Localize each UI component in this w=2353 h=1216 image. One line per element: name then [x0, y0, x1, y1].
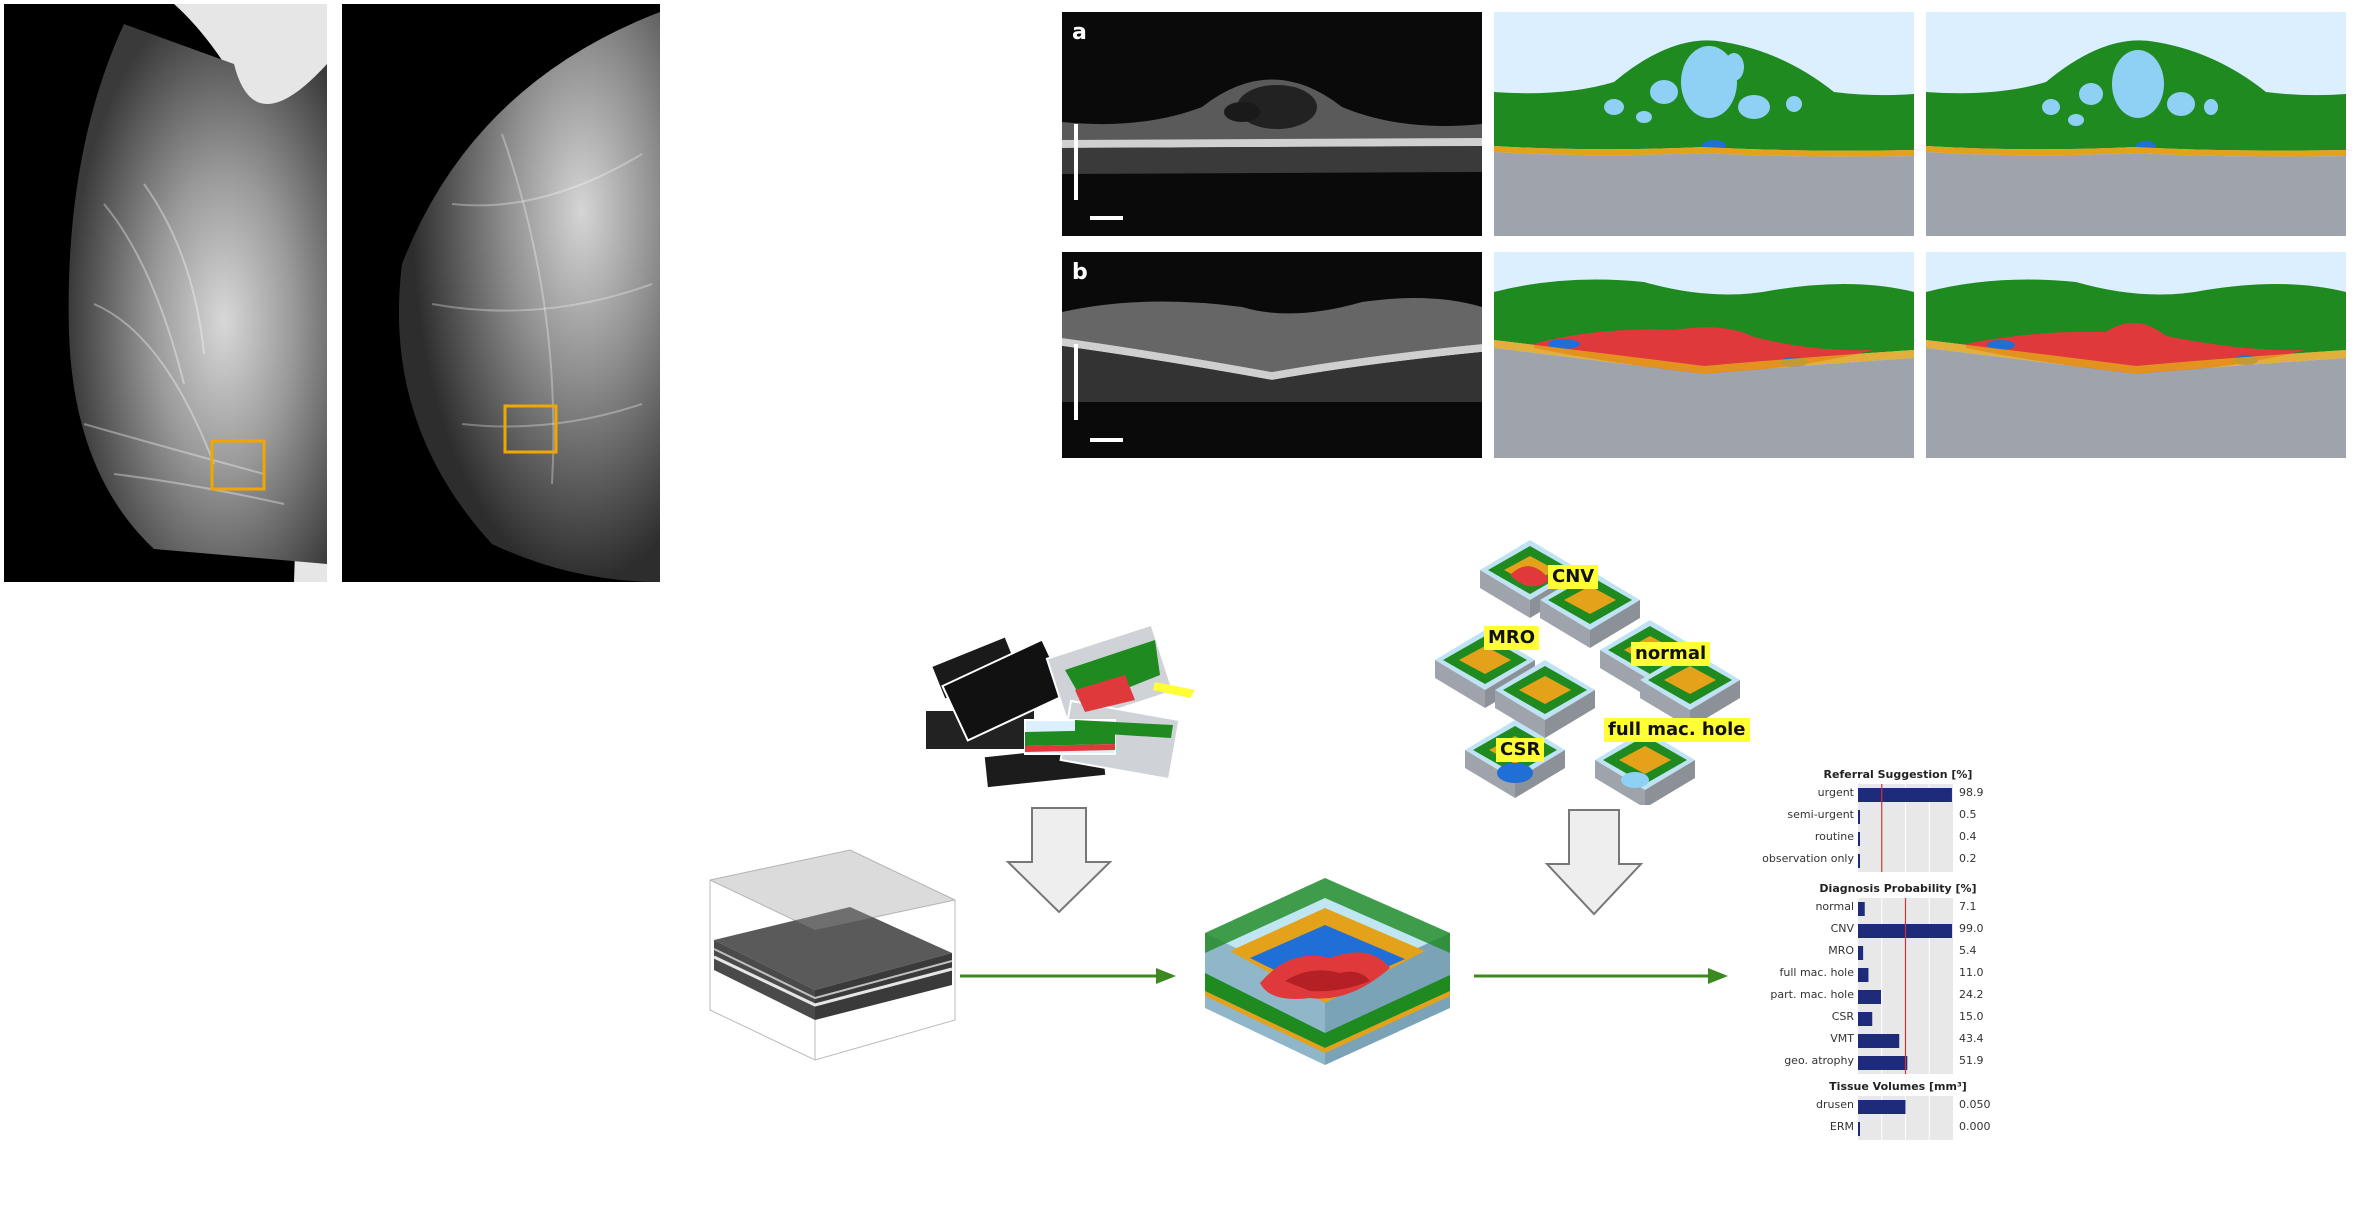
report-bars-svg [1858, 784, 1953, 1140]
diagnosis-label: MRO [1828, 944, 1854, 957]
diagnosis-bar [1858, 1012, 1873, 1026]
diagnosis-value: 51.9 [1959, 1054, 1984, 1067]
scale-bar-horizontal [1090, 438, 1123, 442]
diagnosis-bar [1858, 990, 1881, 1004]
referral-bar [1858, 854, 1860, 868]
diagnosis-bar [1858, 946, 1864, 960]
arrow-to-report [1472, 964, 1730, 988]
volume-label: ERM [1829, 1120, 1854, 1133]
diagnosis-bar [1858, 1056, 1908, 1070]
segmentation-b-2 [1926, 252, 2346, 458]
diagnosis-label: full mac. hole [1779, 966, 1854, 979]
tag-csr: CSR [1496, 738, 1545, 762]
oct-volume-cube [700, 845, 960, 1075]
diagnosis-value: 24.2 [1959, 988, 1984, 1001]
volume-value: 0.000 [1959, 1120, 1991, 1133]
volume-bar [1858, 1100, 1906, 1114]
diagnosis-examples-cluster: CNV MRO normal CSR full mac. hole [1430, 535, 1750, 805]
referral-label: semi-urgent [1787, 808, 1854, 821]
segmentation-cube [1200, 873, 1455, 1068]
referral-label: urgent [1817, 786, 1854, 799]
diagnosis-label: normal [1815, 900, 1854, 913]
segmentation-a-1 [1494, 12, 1914, 236]
down-arrow-training [1004, 806, 1114, 916]
scale-bar-horizontal [1090, 216, 1123, 220]
tag-full-mac-hole: full mac. hole [1604, 718, 1750, 742]
panel-label-a: a [1072, 20, 1087, 45]
tag-mro: MRO [1484, 626, 1540, 650]
diagnosis-title: Diagnosis Probability [%] [1819, 882, 1977, 895]
diagnosis-label: part. mac. hole [1770, 988, 1854, 1001]
referral-value: 0.2 [1959, 852, 1977, 865]
referral-bar [1858, 810, 1860, 824]
volumes-title: Tissue Volumes [mm³] [1829, 1080, 1967, 1093]
diagnosis-value: 99.0 [1959, 922, 1984, 935]
tag-normal: normal [1631, 642, 1711, 666]
diagnosis-value: 43.4 [1959, 1032, 1984, 1045]
referral-value: 0.4 [1959, 830, 1977, 843]
panel-label-b: b [1072, 260, 1088, 285]
diagnosis-value: 7.1 [1959, 900, 1977, 913]
scale-bar-vertical [1074, 344, 1078, 420]
volume-label: drusen [1816, 1098, 1854, 1111]
diagnosis-bar [1858, 902, 1865, 916]
lesion-highlight-box [210, 439, 266, 491]
referral-value: 0.5 [1959, 808, 1977, 821]
mammogram-mlo [4, 4, 327, 582]
diagnosis-label: CSR [1831, 1010, 1854, 1023]
diagnosis-bar [1858, 1034, 1900, 1048]
referral-label: routine [1814, 830, 1854, 843]
oct-scan-b: b [1062, 252, 1482, 458]
referral-value: 98.9 [1959, 786, 1984, 799]
diagnosis-value: 11.0 [1959, 966, 1984, 979]
diagnosis-value: 5.4 [1959, 944, 1977, 957]
oct-scan-a: a [1062, 12, 1482, 236]
scale-bar-vertical [1074, 124, 1078, 200]
volume-value: 0.050 [1959, 1098, 1991, 1111]
diagnosis-label: CNV [1830, 922, 1854, 935]
tag-cnv: CNV [1548, 565, 1599, 589]
lesion-highlight-box [503, 404, 558, 454]
segmentation-a-2 [1926, 12, 2346, 236]
diagnosis-value: 15.0 [1959, 1010, 1984, 1023]
diagnosis-bar [1858, 968, 1869, 982]
volume-bar [1858, 1122, 1860, 1136]
referral-bar [1858, 788, 1952, 802]
mammogram-cc [342, 4, 660, 582]
segmentation-b-1 [1494, 252, 1914, 458]
diagnosis-label: geo. atrophy [1784, 1054, 1854, 1067]
diagnosis-label: VMT [1830, 1032, 1854, 1045]
down-arrow-classification [1543, 808, 1645, 918]
referral-label: observation only [1762, 852, 1854, 865]
training-data-stack [925, 620, 1205, 790]
arrow-to-segmentation [958, 964, 1178, 988]
referral-title: Referral Suggestion [%] [1823, 768, 1973, 781]
referral-bar [1858, 832, 1860, 846]
